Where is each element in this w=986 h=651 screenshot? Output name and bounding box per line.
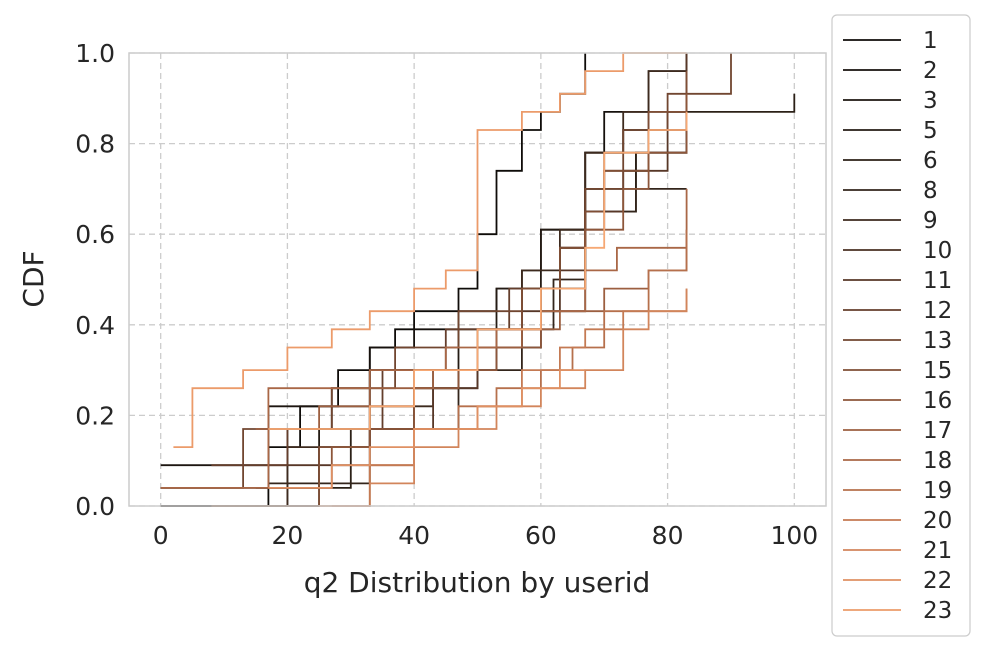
legend-label: 12 — [923, 298, 952, 324]
series-line-23 — [173, 52, 687, 448]
y-axis-title: CDF — [17, 250, 50, 307]
x-axis-title: q2 Distribution by userid — [304, 566, 651, 599]
series-line-22 — [268, 369, 586, 489]
legend-label: 20 — [923, 508, 952, 534]
y-tick-label: 1.0 — [75, 39, 115, 68]
y-tick-label: 0.2 — [75, 401, 115, 430]
x-tick-label: 40 — [398, 521, 430, 550]
y-tick-label: 0.0 — [75, 492, 115, 521]
legend-label: 13 — [923, 328, 952, 354]
legend-label: 16 — [923, 388, 952, 414]
legend-frame — [831, 14, 971, 637]
legend-label: 15 — [923, 358, 952, 384]
y-tick-label: 0.8 — [75, 130, 115, 159]
x-tick-label: 60 — [525, 521, 557, 550]
series-line-20 — [319, 288, 688, 507]
legend-label: 2 — [923, 58, 938, 84]
x-tick-labels: 0 20 40 60 80 100 — [153, 521, 818, 550]
legend-label: 23 — [923, 598, 952, 624]
x-tick-label: 0 — [153, 521, 169, 550]
legend-label: 22 — [923, 568, 952, 594]
legend-label: 5 — [923, 118, 938, 144]
series-layer — [160, 52, 796, 507]
y-tick-label: 0.4 — [75, 311, 115, 340]
series-line-extra-20 — [268, 111, 688, 430]
y-tick-label: 0.6 — [75, 220, 115, 249]
legend-label: 19 — [923, 478, 952, 504]
legend-label: 8 — [923, 178, 938, 204]
x-tick-label: 20 — [272, 521, 304, 550]
legend-label: 1 — [923, 28, 938, 54]
legend-label: 3 — [923, 88, 938, 114]
legend-label: 21 — [923, 538, 952, 564]
legend-label: 18 — [923, 448, 952, 474]
legend-label: 9 — [923, 208, 938, 234]
legend-label: 17 — [923, 418, 952, 444]
legend-label: 6 — [923, 148, 938, 174]
legend-label: 11 — [923, 268, 952, 294]
legend-label: 10 — [923, 238, 952, 264]
plot-frame — [128, 52, 827, 507]
y-tick-labels: 0.0 0.2 0.4 0.6 0.8 1.0 — [75, 39, 115, 521]
x-tick-label: 80 — [652, 521, 684, 550]
x-tick-label: 100 — [770, 521, 818, 550]
